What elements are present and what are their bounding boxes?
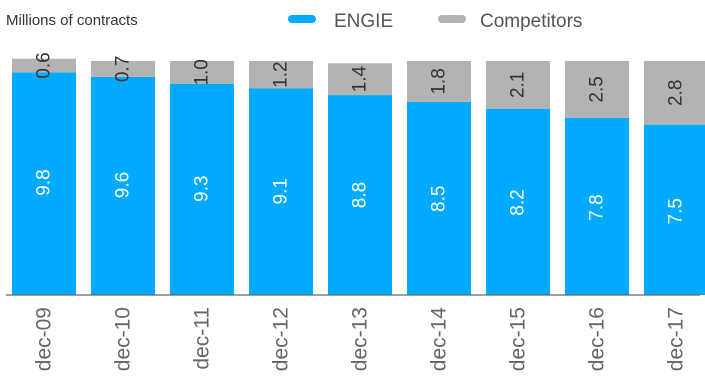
value-label-engie-dec-17: 7.5 xyxy=(666,198,687,224)
x-tick-label-dec-12: dec-12 xyxy=(270,307,293,371)
legend-label-engie: ENGIE xyxy=(334,11,393,32)
value-label-engie-dec-09: 9.8 xyxy=(34,169,55,195)
bar-competitors-dec-10 xyxy=(91,61,155,77)
bar-engie-dec-09 xyxy=(12,72,76,295)
x-tick-label-dec-11: dec-11 xyxy=(191,307,214,370)
bar-competitors-dec-12 xyxy=(249,61,313,89)
value-label-engie-dec-12: 9.1 xyxy=(271,178,292,204)
legend: ENGIE Competitors xyxy=(288,11,582,32)
bar-competitors-dec-16 xyxy=(565,61,629,118)
bar-engie-dec-16 xyxy=(565,117,629,296)
bar-engie-dec-12 xyxy=(249,88,313,295)
value-label-competitors-dec-11: 1.0 xyxy=(192,59,213,85)
x-tick-label-dec-16: dec-16 xyxy=(586,307,609,371)
value-label-engie-dec-14: 8.5 xyxy=(429,186,450,212)
value-label-competitors-dec-12: 1.2 xyxy=(271,61,292,87)
legend-swatch-engie xyxy=(288,15,316,23)
y-axis-label: Millions of contracts xyxy=(6,12,138,29)
bars xyxy=(12,58,705,296)
bar-engie-dec-14 xyxy=(407,101,471,295)
x-tick-label-dec-17: dec-17 xyxy=(665,307,688,371)
value-label-competitors-dec-15: 2.1 xyxy=(508,72,529,98)
value-label-competitors-dec-14: 1.8 xyxy=(429,68,450,94)
legend-label-competitors: Competitors xyxy=(480,11,582,32)
bar-engie-dec-10 xyxy=(91,76,155,295)
bar-competitors-dec-17 xyxy=(644,61,705,125)
value-label-competitors-dec-10: 0.7 xyxy=(113,56,134,82)
bar-competitors-dec-09 xyxy=(12,58,76,73)
value-label-engie-dec-11: 9.3 xyxy=(192,176,213,202)
bar-engie-dec-15 xyxy=(486,108,550,295)
value-label-engie-dec-13: 8.8 xyxy=(350,182,371,208)
x-tick-label-dec-13: dec-13 xyxy=(349,307,372,371)
x-axis-ticks: dec-09 dec-10 dec-11 dec-12 dec-13 dec-14 dec-… xyxy=(33,307,688,372)
bar-competitors-dec-14 xyxy=(407,61,471,102)
x-tick-label-dec-10: dec-10 xyxy=(112,307,135,371)
value-label-engie-dec-15: 8.2 xyxy=(508,189,529,215)
value-label-competitors-dec-13: 1.4 xyxy=(350,66,371,93)
bar-competitors-dec-11 xyxy=(170,61,234,84)
value-label-competitors-dec-16: 2.5 xyxy=(587,76,608,102)
value-label-engie-dec-10: 9.6 xyxy=(113,172,134,198)
bar-competitors-dec-13 xyxy=(328,63,392,96)
bar-engie-dec-13 xyxy=(328,95,392,295)
x-tick-label-dec-09: dec-09 xyxy=(33,307,56,371)
bar-competitors-dec-15 xyxy=(486,61,550,109)
value-label-competitors-dec-09: 0.6 xyxy=(34,52,55,78)
value-labels: 9.8 0.6 9.6 0.7 9.3 1.0 9.1 1.2 8.8 1.4 8.5 1.8 8.2 2… xyxy=(34,52,687,224)
bar-engie-dec-11 xyxy=(170,83,234,295)
bar-engie-dec-17 xyxy=(644,124,705,295)
legend-swatch-competitors xyxy=(438,15,466,23)
x-tick-label-dec-14: dec-14 xyxy=(428,307,451,372)
value-label-engie-dec-16: 7.8 xyxy=(587,194,608,220)
value-label-competitors-dec-17: 2.8 xyxy=(666,80,687,106)
x-tick-label-dec-15: dec-15 xyxy=(507,307,530,371)
